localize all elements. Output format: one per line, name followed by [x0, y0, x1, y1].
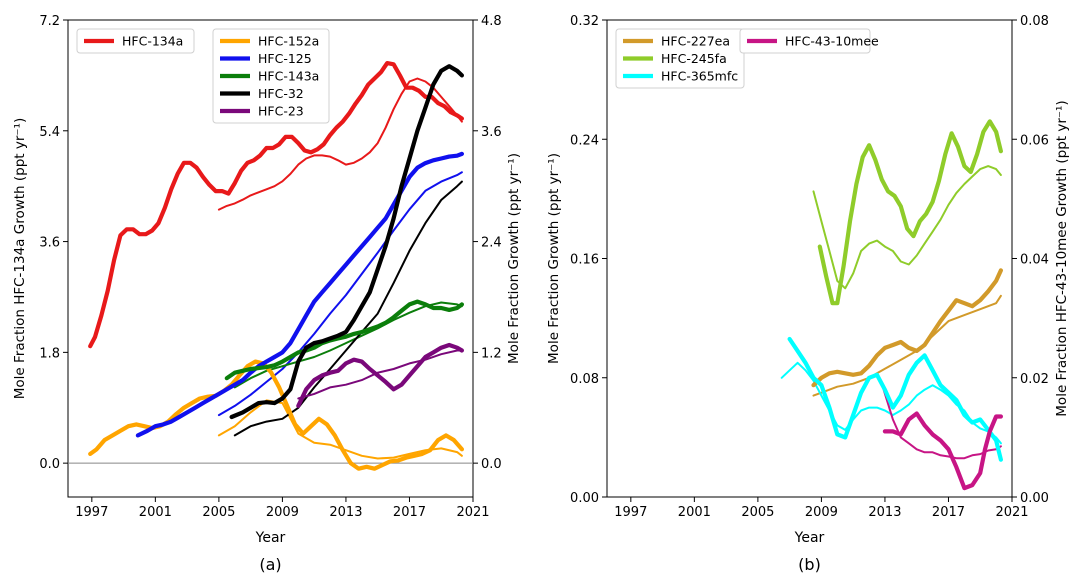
y-right-tick-label: 4.8 [481, 14, 502, 29]
legend-box [212, 28, 330, 124]
panel-a: 1997 2001 2005 2009 2013 2017 2021 0.0 1.8 3.6 5.4… [12, 14, 522, 574]
y-right-tick-label: 0.00 [1020, 491, 1049, 506]
series-line-hfc-23 [296, 342, 464, 408]
y-left-tick-label: 0.0 [39, 457, 60, 472]
y-left-tick-label: 7.2 [39, 14, 60, 29]
x-tick-label: 2001 [139, 505, 172, 520]
series-line-hfc-143a-thin [233, 301, 463, 389]
legend-top-left: HFC-227ea HFC-245fa HFC-365mfc [615, 28, 745, 89]
x-tick-label: 2021 [995, 505, 1028, 520]
legend-box [615, 28, 745, 89]
y-left-tick-label: 3.6 [39, 236, 60, 251]
legend-label-hfc-245fa: HFC-245fa [661, 51, 727, 66]
legend-label-hfc-23: HFC-23 [258, 104, 304, 119]
legend-label-hfc-365mfc: HFC-365mfc [661, 69, 738, 84]
y-right-tick-label: 0.0 [481, 457, 502, 472]
y-left-tick-label: 5.4 [39, 125, 60, 140]
x-tick-label: 2013 [329, 505, 362, 520]
series-line-hfc-125 [135, 151, 464, 438]
x-tick-label: 2005 [202, 505, 235, 520]
series-line-hfc-32-thin [233, 180, 463, 437]
y-left-tick-label: 0.16 [570, 253, 599, 268]
legend-box [739, 28, 871, 54]
x-tick-label: 1997 [75, 505, 108, 520]
y-right-tick-label: 0.04 [1020, 253, 1049, 268]
legend-label-hfc-43-10mee: HFC-43-10mee [785, 34, 879, 49]
legend-top-center: HFC-43-10mee [739, 28, 879, 54]
legend-top-left: HFC-134a [76, 28, 195, 54]
legend-top-center: HFC-152a HFC-125 HFC-143a HFC-32 HFC-23 [212, 28, 330, 124]
series-line-hfc-245fa-thin [812, 165, 1002, 290]
y-right-tick-label: 2.4 [481, 236, 502, 251]
y-left-tick-label: 0.32 [570, 14, 599, 29]
y-right-axis-label: Mole Fraction HFC-43-10mee Growth (ppt y… [1054, 100, 1070, 416]
series-line-hfc-23-thin [297, 349, 463, 400]
y-right-tick-label: 0.02 [1020, 372, 1049, 387]
legend-label-hfc-152a: HFC-152a [258, 34, 319, 49]
x-axis-label: Year [255, 530, 286, 546]
series-line-hfc-245fa [817, 119, 1004, 306]
x-tick-label: 2005 [741, 505, 774, 520]
legend-label-hfc-143a: HFC-143a [258, 69, 319, 84]
y-right-axis-label: Mole Fraction Growth (ppt yr⁻¹) [506, 153, 522, 364]
y-left-tick-label: 0.00 [570, 491, 599, 506]
series-line-hfc-227ea-thin [812, 294, 1002, 397]
panel-label: (b) [798, 555, 821, 574]
series-line-hfc-365mfc-thin [780, 361, 1002, 445]
series-line-hfc-43-10mee [882, 411, 1004, 491]
x-tick-label: 2009 [266, 505, 299, 520]
series-line-hfc-125-thin [217, 171, 463, 417]
series-group [88, 60, 464, 471]
y-right-tick-label: 3.6 [481, 125, 502, 140]
series-line-hfc-32 [229, 64, 464, 420]
legend-label-hfc-227ea: HFC-227ea [661, 34, 730, 49]
y-right-tick-label: 0.08 [1020, 14, 1049, 29]
plot-frame [67, 19, 474, 498]
panel-label: (a) [259, 555, 281, 574]
series-line-hfc-143a [224, 299, 464, 381]
plot-frame [606, 19, 1013, 498]
legend-label-hfc-125: HFC-125 [258, 51, 312, 66]
series-line-hfc-365mfc [787, 336, 1004, 462]
y-left-tick-label: 1.8 [39, 346, 60, 361]
x-tick-label: 2009 [805, 505, 838, 520]
y-left-axis-label: Mole Fraction Growth (ppt yr⁻¹) [546, 153, 562, 364]
x-axis-label: Year [794, 530, 825, 546]
panel-b: 1997 2001 2005 2009 2013 2017 20210.000.080.16… [546, 14, 1070, 574]
series-line-hfc-134a [88, 60, 464, 349]
legend-box [76, 28, 195, 54]
series-group [780, 119, 1004, 491]
y-right-tick-label: 0.06 [1020, 133, 1049, 148]
x-tick-label: 2017 [393, 505, 426, 520]
series-line-hfc-134a-thin [217, 77, 463, 211]
x-tick-label: 1997 [614, 505, 647, 520]
x-tick-label: 2001 [678, 505, 711, 520]
y-left-axis-label: Mole Fraction HFC-134a Growth (ppt yr⁻¹) [12, 118, 28, 399]
x-tick-label: 2013 [868, 505, 901, 520]
y-left-tick-label: 0.08 [570, 372, 599, 387]
series-line-hfc-227ea [811, 268, 1004, 388]
x-tick-label: 2017 [932, 505, 965, 520]
legend-label-hfc-134a: HFC-134a [122, 34, 183, 49]
y-right-tick-label: 1.2 [481, 346, 502, 361]
y-left-tick-label: 0.24 [570, 133, 599, 148]
legend-label-hfc-32: HFC-32 [258, 86, 304, 101]
x-tick-label: 2021 [456, 505, 489, 520]
